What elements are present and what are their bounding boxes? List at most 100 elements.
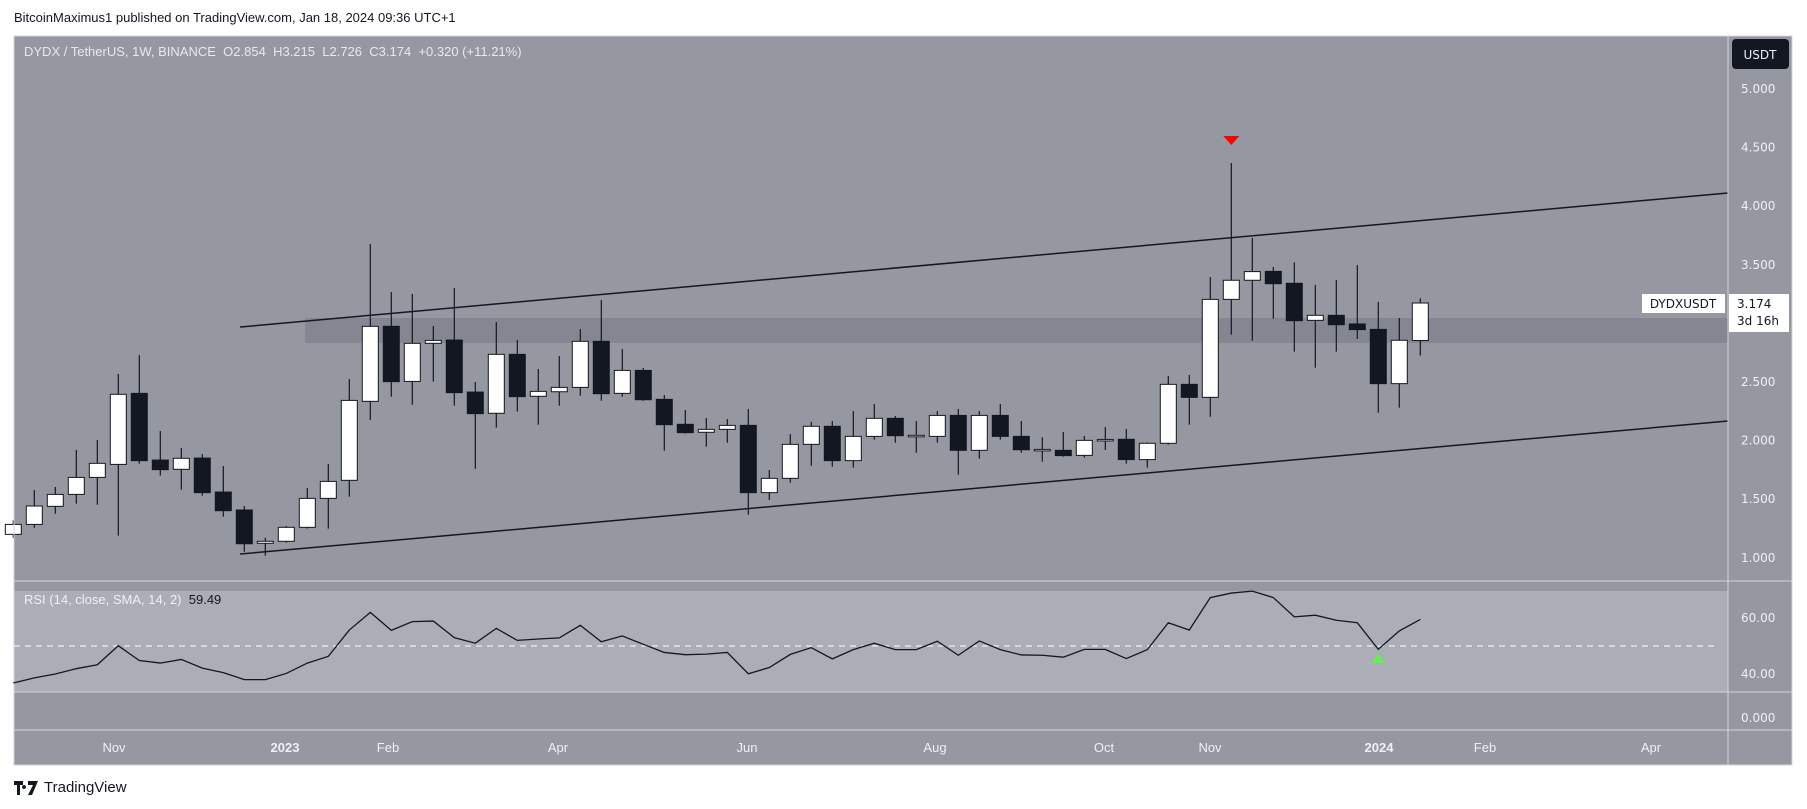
open-value: 2.854 <box>233 44 266 59</box>
high-label: H <box>273 44 283 59</box>
candle-up <box>550 386 568 393</box>
candle-down <box>676 423 694 434</box>
candle-up <box>298 497 316 528</box>
candle-down <box>130 392 148 462</box>
price-tick-label: 5.000 <box>1741 82 1775 96</box>
time-axis-label: Oct <box>1094 740 1115 755</box>
candle-up <box>88 462 106 478</box>
publisher-line: BitcoinMaximus1 published on TradingView… <box>14 10 456 25</box>
candle-down <box>445 339 463 394</box>
rsi-tick-label: 40.00 <box>1741 667 1775 681</box>
resistance-zone <box>305 318 1728 343</box>
candle-up <box>1411 302 1429 342</box>
candle-up <box>1243 271 1261 281</box>
rsi-label[interactable]: RSI (14, close, SMA, 14, 2) <box>24 592 182 607</box>
candle-up <box>1201 298 1219 398</box>
candle-up <box>802 425 820 445</box>
high-value: 3.215 <box>282 44 316 59</box>
price-tick-label: 2.000 <box>1741 434 1775 448</box>
candle-down <box>1285 282 1303 322</box>
tradingview-logo[interactable]: TradingView <box>14 779 127 796</box>
candle-up <box>718 424 736 430</box>
candle-up <box>1390 339 1408 385</box>
candle-up <box>760 477 778 494</box>
symbol-tag <box>1642 294 1725 314</box>
candle-down <box>508 353 526 398</box>
candle-up <box>529 390 547 397</box>
channel-upper-line[interactable] <box>240 192 1729 328</box>
symbol-tag-label: DYDXUSDT <box>1650 297 1717 311</box>
price-tick-label: 4.000 <box>1741 199 1775 213</box>
candle-down <box>151 459 169 471</box>
time-axis-label: Apr <box>548 740 569 755</box>
price-tick-label: 2.500 <box>1741 375 1775 389</box>
rsi-band <box>14 591 1728 692</box>
chart-frame <box>13 35 1793 766</box>
candle-up <box>67 476 85 495</box>
low-value: 2.726 <box>329 44 363 59</box>
candle-up <box>256 540 274 544</box>
candle-down <box>214 491 232 512</box>
time-axis-label: Feb <box>377 740 399 755</box>
candle-up <box>844 435 862 462</box>
symbol-legend: DYDX / TetherUS, 1W, BINANCE O2.854 H3.2… <box>24 44 522 59</box>
candle-up <box>319 480 337 499</box>
candle-down <box>193 457 211 494</box>
price-tick-label: 3.500 <box>1741 258 1775 272</box>
currency-badge[interactable] <box>1732 39 1789 69</box>
candle-down <box>1369 328 1387 385</box>
candle-down <box>949 414 967 451</box>
candle-down <box>991 414 1009 437</box>
candle-up <box>277 526 295 542</box>
last-price-tag <box>1729 294 1789 333</box>
currency-badge-label[interactable]: USDT <box>1744 48 1778 62</box>
footer-brand: TradingView <box>44 779 127 796</box>
rsi-value: 59.49 <box>188 592 222 607</box>
close-value: 3.174 <box>378 44 412 59</box>
candle-up <box>781 443 799 479</box>
candle-down <box>739 424 757 494</box>
bottom-marker-icon <box>1371 654 1386 663</box>
candle-up <box>928 414 946 437</box>
candle-up <box>865 417 883 437</box>
candle-up <box>1306 314 1324 321</box>
candle-up <box>907 434 925 438</box>
candle-up <box>361 325 379 402</box>
candle-up <box>4 523 22 535</box>
candle-up <box>403 342 421 382</box>
price-tick-label: 4.500 <box>1741 141 1775 155</box>
candle-down <box>382 325 400 383</box>
candle-up <box>1096 438 1114 442</box>
top-marker-icon <box>1223 136 1240 145</box>
candle-up <box>1222 279 1240 300</box>
candle-up <box>487 353 505 414</box>
candle-down <box>235 509 253 545</box>
time-axis-label: Nov <box>102 740 126 755</box>
candle-down <box>634 369 652 401</box>
candle-down <box>886 417 904 437</box>
time-axis-label: 2024 <box>1365 740 1395 755</box>
candle-down <box>823 425 841 462</box>
rsi-legend: RSI (14, close, SMA, 14, 2) 59.49 <box>24 592 221 607</box>
change-value: +0.320 (+11.21%) <box>418 44 522 59</box>
candle-down <box>1054 449 1072 457</box>
time-axis-label: Nov <box>1198 740 1222 755</box>
candle-up <box>1159 383 1177 444</box>
bar-countdown: 3d 16h <box>1737 314 1779 328</box>
last-price-value: 3.174 <box>1737 297 1771 311</box>
candle-down <box>655 398 673 426</box>
time-axis-label: Apr <box>1641 740 1662 755</box>
candle-up <box>1075 439 1093 456</box>
candle-up <box>571 340 589 388</box>
channel-lower-line[interactable] <box>240 420 1729 555</box>
candle-down <box>592 340 610 395</box>
time-axis-label: 2023 <box>271 740 300 755</box>
candle-up <box>340 399 358 481</box>
candle-up <box>1138 442 1156 461</box>
candle-up <box>970 414 988 451</box>
candle-down <box>1012 435 1030 451</box>
symbol-title[interactable]: DYDX / TetherUS, 1W, BINANCE <box>24 44 216 59</box>
candle-up <box>1033 448 1051 452</box>
candle-up <box>25 505 43 525</box>
